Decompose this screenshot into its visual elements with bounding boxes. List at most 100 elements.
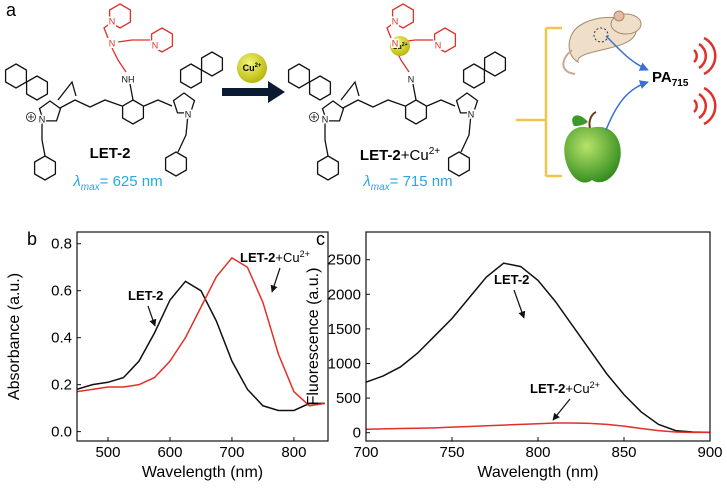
lambda-value: = 715 nm xyxy=(390,173,453,190)
bond xyxy=(177,113,189,153)
x-tick-label: 800 xyxy=(281,444,306,461)
cu-charge: 2+ xyxy=(402,42,408,48)
annotation-arrow xyxy=(513,289,526,319)
atom-label: N xyxy=(185,109,192,119)
ring xyxy=(4,63,28,89)
atom-label: N xyxy=(39,114,46,124)
panel-label: b xyxy=(27,229,37,249)
atom-label: N xyxy=(109,38,116,48)
charge xyxy=(311,114,317,120)
panel-label: c xyxy=(316,229,325,249)
annotation-part: LET-2 xyxy=(494,272,529,287)
y-tick-label: 1000 xyxy=(328,355,361,372)
bond xyxy=(103,21,113,39)
bond xyxy=(129,83,134,101)
cu-ion xyxy=(237,53,267,83)
lambda: λ xyxy=(362,173,370,190)
compound-name: LET-2 xyxy=(90,145,131,162)
waves xyxy=(693,36,717,126)
panel-label: a xyxy=(6,0,17,20)
lambda-sub: max xyxy=(371,182,391,193)
y-tick-label: 0.8 xyxy=(51,236,72,253)
lambda-max: λmax= 715 nm xyxy=(362,173,452,193)
atom-label: N xyxy=(152,40,159,50)
series-line xyxy=(366,262,710,434)
annotation-part: LET-2 xyxy=(240,250,275,265)
y-tick-label: 0.4 xyxy=(51,330,72,347)
annotation: LET-2 xyxy=(494,272,529,287)
y-tick-label: 0 xyxy=(353,425,361,442)
bond xyxy=(111,47,127,73)
compound-name: LET-2+Cu2+ xyxy=(360,146,440,164)
y-tick-label: 2000 xyxy=(328,286,361,303)
atom-label: N xyxy=(109,16,116,26)
x-tick-label: 700 xyxy=(353,444,378,461)
x-tick-label: 750 xyxy=(439,444,464,461)
ring xyxy=(25,75,49,101)
lambda-sub: max xyxy=(81,182,101,193)
plot-area xyxy=(77,256,326,412)
annotation-part: LET-2 xyxy=(128,288,163,303)
annotation-part: 2+ xyxy=(300,249,310,259)
annotation-part: +Cu xyxy=(275,250,299,265)
bracket xyxy=(516,26,562,178)
annotation-part: LET-2 xyxy=(530,381,565,396)
ring xyxy=(200,51,224,77)
pa-label: PA715 xyxy=(652,69,689,89)
name-part: 2+ xyxy=(429,146,441,157)
wave xyxy=(698,92,708,120)
bond xyxy=(57,80,77,101)
pa-sub: 715 xyxy=(672,78,689,89)
charge xyxy=(28,114,34,120)
wave xyxy=(703,36,717,76)
y-tick-label: 1500 xyxy=(328,321,361,338)
x-tick-label: 900 xyxy=(697,444,722,461)
x-tick-label: 700 xyxy=(219,444,244,461)
wave xyxy=(693,49,698,63)
tumor xyxy=(593,27,609,43)
lambda-max: λmax= 625 nm xyxy=(72,173,162,193)
y-axis-title: Absorbance (a.u.) xyxy=(6,273,23,400)
wave xyxy=(693,99,698,113)
bond xyxy=(59,99,123,109)
signal-arrow xyxy=(605,35,649,71)
ring xyxy=(164,151,188,177)
atom-label: N xyxy=(408,74,415,84)
reaction-arrow xyxy=(222,81,285,103)
atom-label: N xyxy=(392,16,399,26)
y-tick-label: 0.0 xyxy=(51,424,72,441)
annotation-part: +Cu xyxy=(565,381,589,396)
annotation-arrow xyxy=(270,267,281,293)
annotation-arrow xyxy=(147,305,157,327)
annotation-part: 2+ xyxy=(590,380,600,390)
atom-label: N xyxy=(435,40,442,50)
x-tick-label: 600 xyxy=(157,444,182,461)
cu-label: Cu2+ xyxy=(243,63,262,73)
y-tick-label: 0.6 xyxy=(51,283,72,300)
apple-stem xyxy=(588,111,597,129)
lambda-value: = 625 nm xyxy=(100,173,163,190)
apple xyxy=(564,111,621,183)
mouse-tail xyxy=(562,49,576,75)
ring xyxy=(179,63,203,89)
y-tick-label: 500 xyxy=(336,390,361,407)
cu-symbol: Cu xyxy=(392,44,401,51)
atom-label: N xyxy=(392,38,399,48)
wave xyxy=(698,42,708,70)
y-tick-label: 0.2 xyxy=(51,377,72,394)
atom-label: N xyxy=(468,109,475,119)
bond xyxy=(41,122,46,157)
x-axis-title: Wavelength (nm) xyxy=(477,464,598,481)
atom-label: N xyxy=(322,114,329,124)
ring xyxy=(33,155,57,181)
annotation-arrow xyxy=(552,398,571,421)
cu-label: Cu2+ xyxy=(392,42,407,51)
series-line xyxy=(77,280,325,412)
bond xyxy=(143,99,173,107)
lambda: λ xyxy=(72,173,80,190)
name-part: LET-2 xyxy=(360,147,401,164)
x-tick-label: 800 xyxy=(525,444,550,461)
y-axis-title: Fluorescence (a.u.) xyxy=(305,268,322,406)
atom-label: NH xyxy=(122,74,135,84)
